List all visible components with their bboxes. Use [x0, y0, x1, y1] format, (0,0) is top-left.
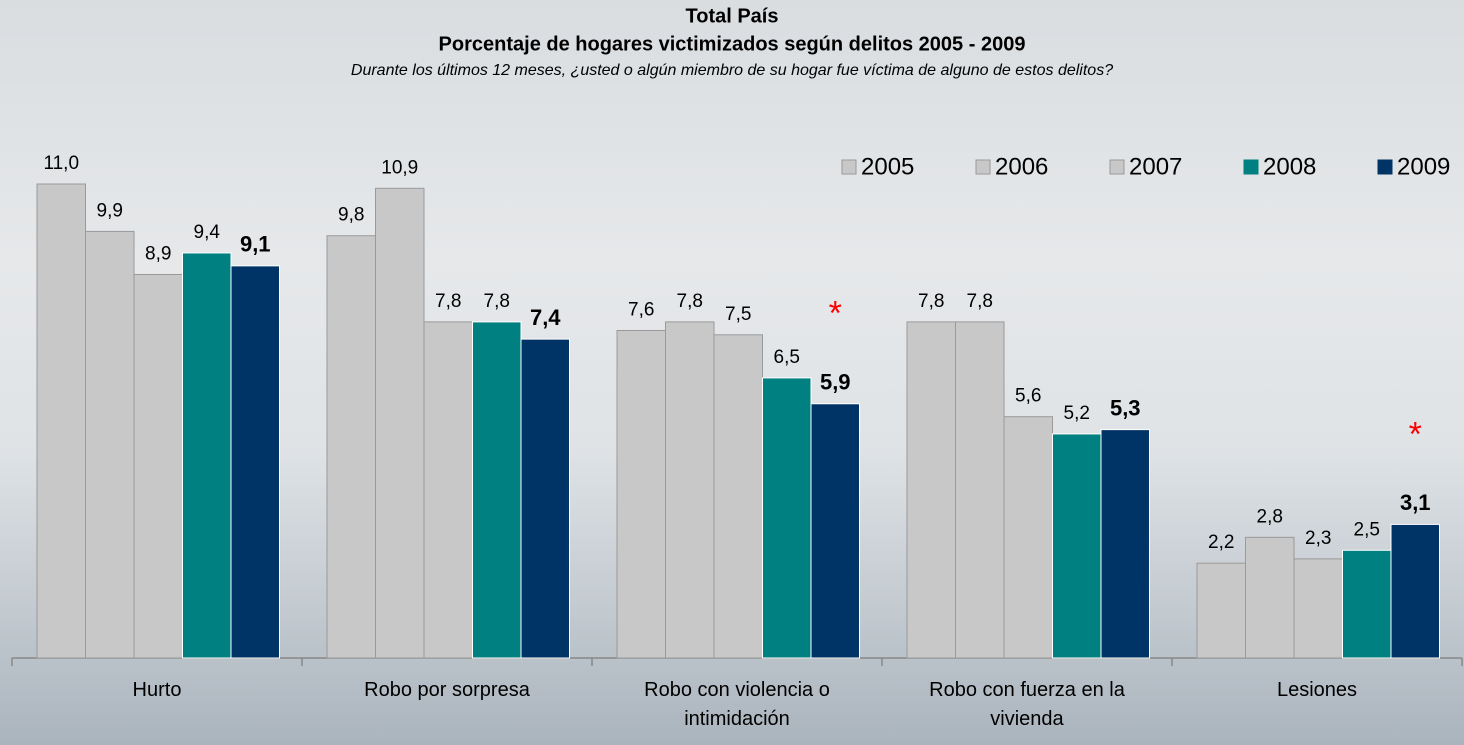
chart: Total País Porcentaje de hogares victimi…: [0, 0, 1464, 745]
annotation: *: [1409, 415, 1422, 453]
value-label: 7,8: [918, 291, 944, 312]
value-label: 9,9: [97, 200, 123, 221]
value-label: 3,1: [1400, 490, 1431, 515]
legend-swatch: [1244, 160, 1258, 174]
bar: [1391, 524, 1440, 658]
bar: [424, 322, 473, 658]
bar: [1197, 563, 1246, 658]
value-label: 7,8: [967, 291, 993, 312]
value-label: 7,4: [530, 305, 561, 330]
bar: [86, 231, 135, 658]
value-label: 7,5: [725, 304, 751, 325]
bar: [763, 378, 812, 658]
value-label: 8,9: [145, 244, 171, 265]
legend-label: 2007: [1129, 153, 1182, 180]
bar: [473, 322, 522, 658]
x-tick-label: Hurto: [22, 676, 292, 705]
bar: [183, 253, 232, 658]
bar: [37, 184, 86, 658]
x-tick-label: Lesiones: [1182, 676, 1452, 705]
annotation: *: [829, 295, 842, 333]
bar: [956, 322, 1005, 658]
bar: [521, 339, 570, 658]
value-label: 9,4: [194, 222, 221, 243]
legend-swatch: [842, 160, 856, 174]
value-label: 5,2: [1064, 403, 1090, 424]
chart-subtitle: Porcentaje de hogares victimizados según…: [439, 33, 1026, 55]
bar: [714, 335, 763, 658]
value-label: 7,6: [628, 300, 654, 321]
bar: [1246, 537, 1295, 658]
value-label: 2,8: [1257, 506, 1283, 527]
legend-label: 2006: [995, 153, 1048, 180]
x-tick-label: Robo con violencia o intimidación: [602, 676, 872, 734]
value-label: 2,2: [1208, 532, 1234, 553]
chart-title: Total País: [686, 5, 779, 27]
value-label: 10,9: [381, 157, 418, 178]
bar: [907, 322, 956, 658]
bar: [1343, 550, 1392, 658]
value-label: 7,8: [677, 291, 703, 312]
bar: [1294, 559, 1343, 658]
value-label: 2,5: [1354, 519, 1380, 540]
bar: [231, 266, 280, 658]
legend-label: 2005: [861, 153, 914, 180]
value-label: 5,3: [1110, 395, 1141, 420]
legend-swatch: [1378, 160, 1392, 174]
bar: [1101, 430, 1150, 658]
bar: [134, 274, 183, 658]
bar: [617, 331, 666, 658]
value-label: 7,8: [484, 291, 510, 312]
legend-label: 2008: [1263, 153, 1316, 180]
value-label: 7,8: [435, 291, 461, 312]
chart-note: Durante los últimos 12 meses, ¿usted o a…: [351, 62, 1113, 79]
page: Total País Porcentaje de hogares victimi…: [0, 0, 1464, 745]
legend-swatch: [976, 160, 990, 174]
value-label: 2,3: [1305, 528, 1331, 549]
x-tick-label: Robo por sorpresa: [312, 676, 582, 705]
bar: [666, 322, 715, 658]
bar: [376, 188, 425, 658]
legend-label: 2009: [1397, 153, 1450, 180]
value-label: 6,5: [774, 347, 800, 368]
bar: [811, 404, 860, 658]
bar: [1053, 434, 1102, 658]
bar: [327, 236, 376, 658]
value-label: 11,0: [43, 153, 79, 174]
value-label: 5,6: [1015, 386, 1041, 407]
legend-swatch: [1110, 160, 1124, 174]
value-label: 9,8: [338, 205, 364, 226]
x-tick-label: Robo con fuerza en la vivienda: [892, 676, 1162, 734]
value-label: 9,1: [240, 232, 271, 257]
value-label: 5,9: [820, 370, 851, 395]
bar: [1004, 417, 1053, 658]
